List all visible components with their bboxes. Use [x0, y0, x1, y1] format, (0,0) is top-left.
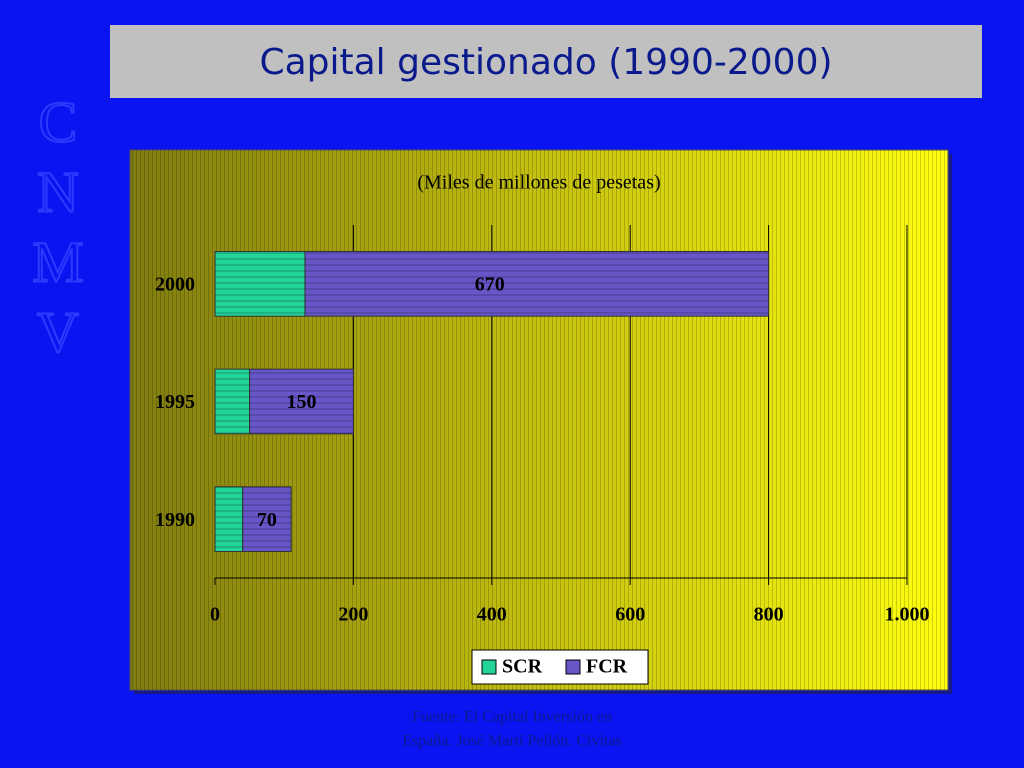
- x-tick-label: 400: [477, 604, 507, 626]
- x-tick-label: 1.000: [885, 604, 930, 626]
- bar-texture: [242, 486, 292, 552]
- logo-letter: M: [32, 229, 84, 294]
- chart-subtitle: (Miles de millones de pesetas): [417, 172, 660, 194]
- bar-texture: [215, 251, 305, 317]
- data-label: 70: [257, 509, 277, 531]
- legend-label: FCR: [586, 656, 628, 678]
- legend-label: SCR: [502, 656, 543, 678]
- logo-letter: N: [37, 159, 79, 224]
- slide-title: Capital gestionado (1990-2000): [259, 42, 832, 83]
- source-note: Fuente: El Capital Inversión en España. J…: [402, 709, 622, 750]
- x-tick-label: 0: [210, 604, 220, 626]
- legend-marker: [565, 659, 581, 675]
- x-tick-label: 600: [615, 604, 645, 626]
- data-label: 150: [287, 391, 317, 413]
- data-label: 670: [475, 273, 505, 295]
- source-line: Fuente: El Capital Inversión en: [412, 709, 612, 726]
- y-tick-label: 1995: [155, 391, 195, 413]
- plot: 0 200 400 600 800 1.000 1990 70 1995 150 2000 670 SC…: [155, 225, 930, 685]
- logo-letter: C: [39, 89, 78, 154]
- bar-texture: [249, 369, 354, 434]
- legend-box: [471, 649, 649, 685]
- x-tick-label: 200: [338, 604, 368, 626]
- bar-texture: [304, 251, 769, 317]
- bar-texture: [215, 369, 250, 434]
- x-tick-label: 800: [754, 604, 784, 626]
- bar-texture: [215, 486, 243, 552]
- legend-marker: [481, 659, 497, 675]
- logo-letter: V: [37, 299, 79, 364]
- y-tick-label: 1990: [155, 509, 195, 531]
- y-tick-label: 2000: [155, 273, 195, 295]
- source-line: España. José Martí Pellón. Civitas: [402, 733, 622, 750]
- title-box: [110, 25, 982, 98]
